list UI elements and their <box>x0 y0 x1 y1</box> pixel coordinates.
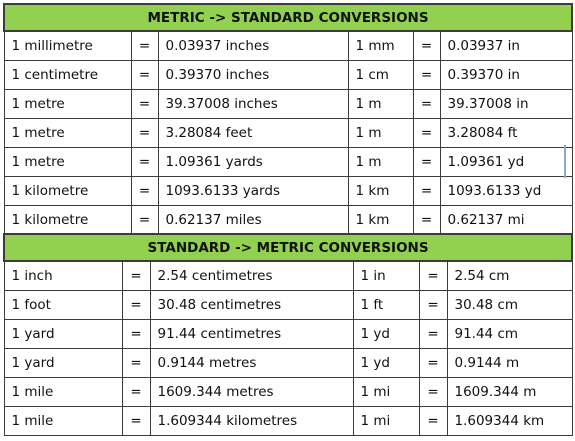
metric-table-title: METRIC -> STANDARD CONVERSIONS <box>2 3 574 32</box>
unit-cell: 1 mile <box>3 377 123 407</box>
unit-cell: 1 foot <box>3 290 123 320</box>
table-row: 1 metre = 39.37008 inches 1 m = 39.37008 in <box>3 89 573 119</box>
equals-cell: = <box>121 319 151 349</box>
metric-conversion-table: METRIC -> STANDARD CONVERSIONS 1 millime… <box>2 3 574 235</box>
abbreviation-cell: 1 m <box>347 147 414 177</box>
value-cell: 0.39370 inches <box>157 60 349 90</box>
value-cell: 91.44 centimetres <box>149 319 354 349</box>
equals-cell: = <box>130 205 159 235</box>
value-cell: 39.37008 inches <box>157 89 349 119</box>
unit-cell: 1 metre <box>3 118 132 148</box>
abbreviation-cell: 1 cm <box>347 60 414 90</box>
table-row: 1 metre = 1.09361 yards 1 m = 1.09361 yd <box>3 147 573 177</box>
equals-cell: = <box>130 60 159 90</box>
standard-conversion-table: STANDARD -> METRIC CONVERSIONS 1 inch = 2.… <box>2 233 574 436</box>
equals-cell: = <box>418 406 448 436</box>
table-row: 1 mile = 1.609344 kilometres 1 mi = 1.609344 … <box>3 406 573 436</box>
abbreviation-cell: 1 m <box>347 89 414 119</box>
unit-cell: 1 yard <box>3 319 123 349</box>
table-row: 1 mile = 1609.344 metres 1 mi = 1609.344 m <box>3 377 573 407</box>
abbreviation-cell: 1 km <box>347 176 414 206</box>
table-row: 1 centimetre = 0.39370 inches 1 cm = 0.39370 … <box>3 60 573 90</box>
equals-cell: = <box>130 147 159 177</box>
unit-cell: 1 kilometre <box>3 176 132 206</box>
equals-cell: = <box>412 176 441 206</box>
short-value-cell: 30.48 cm <box>446 290 573 320</box>
equals-cell: = <box>412 147 441 177</box>
abbreviation-cell: 1 km <box>347 205 414 235</box>
table-row: 1 kilometre = 0.62137 miles 1 km = 0.62137 mi <box>3 205 573 235</box>
table-row: 1 yard = 91.44 centimetres 1 yd = 91.44 cm <box>3 319 573 349</box>
equals-cell: = <box>418 319 448 349</box>
value-cell: 0.62137 miles <box>157 205 349 235</box>
equals-cell: = <box>130 89 159 119</box>
value-cell: 3.28084 feet <box>157 118 349 148</box>
equals-cell: = <box>412 89 441 119</box>
equals-cell: = <box>121 377 151 407</box>
equals-cell: = <box>121 260 151 291</box>
table-row: 1 metre = 3.28084 feet 1 m = 3.28084 ft <box>3 118 573 148</box>
equals-cell: = <box>418 377 448 407</box>
short-value-cell: 0.62137 mi <box>439 205 573 235</box>
table-row: 1 foot = 30.48 centimetres 1 ft = 30.48 cm <box>3 290 573 320</box>
unit-cell: 1 centimetre <box>3 60 132 90</box>
short-value-cell: 91.44 cm <box>446 319 573 349</box>
table-row: 1 yard = 0.9144 metres 1 yd = 0.9144 m <box>3 348 573 378</box>
value-cell: 2.54 centimetres <box>149 260 354 291</box>
unit-cell: 1 metre <box>3 89 132 119</box>
unit-cell: 1 inch <box>3 260 123 291</box>
equals-cell: = <box>418 290 448 320</box>
equals-cell: = <box>418 348 448 378</box>
equals-cell: = <box>412 60 441 90</box>
abbreviation-cell: 1 yd <box>352 319 420 349</box>
value-cell: 1093.6133 yards <box>157 176 349 206</box>
short-value-cell: 1093.6133 yd <box>439 176 573 206</box>
standard-table-title: STANDARD -> METRIC CONVERSIONS <box>2 233 574 262</box>
value-cell: 30.48 centimetres <box>149 290 354 320</box>
abbreviation-cell: 1 mi <box>352 377 420 407</box>
short-value-cell: 1.09361 yd <box>439 147 573 177</box>
short-value-cell: 1609.344 m <box>446 377 573 407</box>
value-cell: 0.9144 metres <box>149 348 354 378</box>
abbreviation-cell: 1 m <box>347 118 414 148</box>
equals-cell: = <box>121 348 151 378</box>
abbreviation-cell: 1 in <box>352 260 420 291</box>
short-value-cell: 0.39370 in <box>439 60 573 90</box>
value-cell: 1.609344 kilometres <box>149 406 354 436</box>
equals-cell: = <box>121 290 151 320</box>
equals-cell: = <box>412 205 441 235</box>
unit-cell: 1 mile <box>3 406 123 436</box>
equals-cell: = <box>130 118 159 148</box>
equals-cell: = <box>130 30 159 61</box>
abbreviation-cell: 1 mm <box>347 30 414 61</box>
equals-cell: = <box>418 260 448 291</box>
abbreviation-cell: 1 yd <box>352 348 420 378</box>
value-cell: 1609.344 metres <box>149 377 354 407</box>
abbreviation-cell: 1 mi <box>352 406 420 436</box>
table-row: 1 kilometre = 1093.6133 yards 1 km = 1093.613… <box>3 176 573 206</box>
equals-cell: = <box>412 30 441 61</box>
equals-cell: = <box>412 118 441 148</box>
short-value-cell: 0.9144 m <box>446 348 573 378</box>
short-value-cell: 3.28084 ft <box>439 118 573 148</box>
unit-cell: 1 millimetre <box>3 30 132 61</box>
equals-cell: = <box>130 176 159 206</box>
value-cell: 1.09361 yards <box>157 147 349 177</box>
value-cell: 0.03937 inches <box>157 30 349 61</box>
text-cursor <box>564 145 566 178</box>
abbreviation-cell: 1 ft <box>352 290 420 320</box>
short-value-cell: 1.609344 km <box>446 406 573 436</box>
unit-cell: 1 metre <box>3 147 132 177</box>
unit-cell: 1 yard <box>3 348 123 378</box>
table-row: 1 millimetre = 0.03937 inches 1 mm = 0.03937 … <box>3 30 573 61</box>
short-value-cell: 39.37008 in <box>439 89 573 119</box>
unit-cell: 1 kilometre <box>3 205 132 235</box>
equals-cell: = <box>121 406 151 436</box>
table-row: 1 inch = 2.54 centimetres 1 in = 2.54 cm <box>3 260 573 291</box>
short-value-cell: 0.03937 in <box>439 30 573 61</box>
short-value-cell: 2.54 cm <box>446 260 573 291</box>
